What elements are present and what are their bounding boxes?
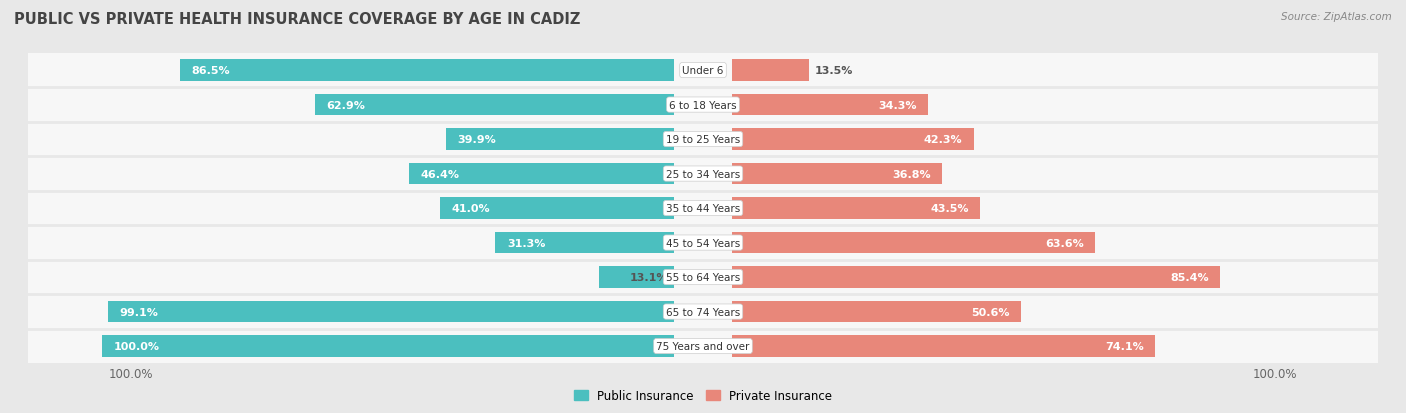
Bar <box>731 232 1095 254</box>
Text: 74.1%: 74.1% <box>1105 341 1144 351</box>
Text: 65 to 74 Years: 65 to 74 Years <box>666 307 740 317</box>
Bar <box>409 164 675 185</box>
Bar <box>599 267 675 288</box>
Bar <box>28 191 1378 226</box>
Text: 100.0%: 100.0% <box>114 341 160 351</box>
Bar <box>731 60 808 82</box>
Text: 36.8%: 36.8% <box>891 169 931 179</box>
Text: 34.3%: 34.3% <box>877 100 917 110</box>
Legend: Public Insurance, Private Insurance: Public Insurance, Private Insurance <box>569 385 837 407</box>
Text: 13.1%: 13.1% <box>630 273 669 282</box>
Bar <box>731 198 980 219</box>
Text: 25 to 34 Years: 25 to 34 Years <box>666 169 740 179</box>
Bar <box>28 260 1378 294</box>
Text: 41.0%: 41.0% <box>451 204 489 214</box>
Text: 43.5%: 43.5% <box>931 204 969 214</box>
Text: Source: ZipAtlas.com: Source: ZipAtlas.com <box>1281 12 1392 22</box>
Bar <box>28 157 1378 191</box>
Bar <box>315 95 675 116</box>
Text: 86.5%: 86.5% <box>191 66 229 76</box>
Bar <box>731 301 1021 323</box>
Text: 75 Years and over: 75 Years and over <box>657 341 749 351</box>
Text: 46.4%: 46.4% <box>420 169 460 179</box>
Bar <box>731 267 1220 288</box>
Text: 19 to 25 Years: 19 to 25 Years <box>666 135 740 145</box>
Text: Under 6: Under 6 <box>682 66 724 76</box>
Text: PUBLIC VS PRIVATE HEALTH INSURANCE COVERAGE BY AGE IN CADIZ: PUBLIC VS PRIVATE HEALTH INSURANCE COVER… <box>14 12 581 27</box>
Bar <box>103 335 675 357</box>
Bar <box>28 329 1378 363</box>
Text: 99.1%: 99.1% <box>120 307 157 317</box>
Text: 6 to 18 Years: 6 to 18 Years <box>669 100 737 110</box>
Bar <box>731 95 928 116</box>
Text: 13.5%: 13.5% <box>814 66 853 76</box>
Bar <box>108 301 675 323</box>
Bar <box>28 294 1378 329</box>
Text: 35 to 44 Years: 35 to 44 Years <box>666 204 740 214</box>
Text: 45 to 54 Years: 45 to 54 Years <box>666 238 740 248</box>
Bar <box>731 164 942 185</box>
Bar <box>28 88 1378 123</box>
Text: 55 to 64 Years: 55 to 64 Years <box>666 273 740 282</box>
Text: 42.3%: 42.3% <box>924 135 962 145</box>
Bar <box>731 129 973 150</box>
Bar <box>731 335 1156 357</box>
Bar <box>28 226 1378 260</box>
Text: 63.6%: 63.6% <box>1045 238 1084 248</box>
Text: 62.9%: 62.9% <box>326 100 366 110</box>
Bar <box>28 54 1378 88</box>
Bar <box>495 232 675 254</box>
Text: 39.9%: 39.9% <box>457 135 496 145</box>
Text: 85.4%: 85.4% <box>1170 273 1209 282</box>
Bar <box>440 198 675 219</box>
Bar <box>180 60 675 82</box>
Text: 31.3%: 31.3% <box>506 238 546 248</box>
Text: 50.6%: 50.6% <box>972 307 1010 317</box>
Bar <box>446 129 675 150</box>
Bar <box>28 123 1378 157</box>
